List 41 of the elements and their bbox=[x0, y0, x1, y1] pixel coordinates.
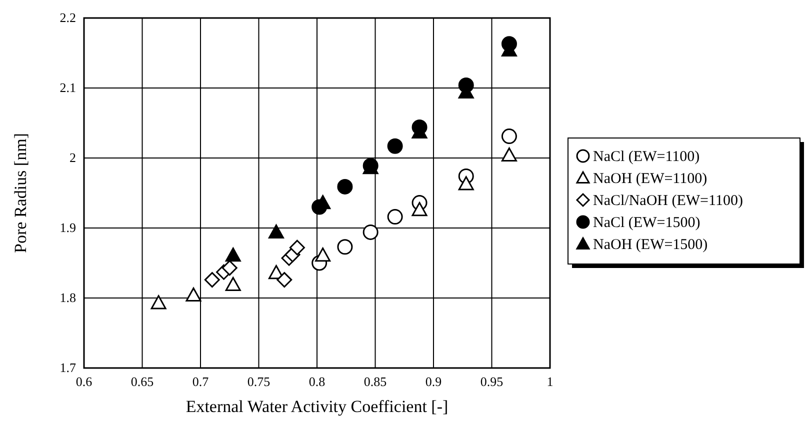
x-tick-label: 0.7 bbox=[192, 374, 210, 389]
x-tick-label: 1 bbox=[546, 374, 554, 389]
y-tick-label: 1.9 bbox=[60, 220, 76, 235]
legend-label: NaCl (EW=1500) bbox=[593, 215, 700, 231]
point bbox=[387, 138, 403, 154]
point bbox=[268, 224, 284, 239]
x-tick-label: 0.75 bbox=[247, 374, 270, 389]
y-tick-label: 2 bbox=[70, 150, 76, 165]
x-axis-title: External Water Activity Coefficient [-] bbox=[186, 397, 448, 416]
x-tick-label: 0.8 bbox=[308, 374, 326, 389]
point bbox=[186, 287, 202, 302]
point bbox=[225, 276, 241, 292]
legend-label: NaCl/NaOH (EW=1100) bbox=[593, 193, 743, 209]
point bbox=[337, 239, 353, 255]
x-tick-label: 0.9 bbox=[425, 374, 442, 389]
x-tick-label: 0.85 bbox=[364, 374, 387, 389]
point bbox=[225, 248, 241, 262]
point bbox=[362, 224, 378, 240]
point bbox=[337, 178, 353, 194]
y-tick-label: 2.2 bbox=[60, 10, 76, 25]
point bbox=[458, 176, 474, 190]
x-tick-label: 0.6 bbox=[76, 374, 93, 389]
point bbox=[289, 240, 305, 256]
y-tick-label: 2.1 bbox=[60, 80, 76, 95]
x-tick-label: 0.65 bbox=[130, 374, 154, 389]
point bbox=[315, 248, 331, 262]
legend-label: NaCl (EW=1100) bbox=[593, 149, 700, 165]
x-tick-label: 0.95 bbox=[480, 374, 504, 389]
point bbox=[387, 209, 403, 225]
legend-label: NaOH (EW=1500) bbox=[593, 237, 708, 253]
y-tick-label: 1.7 bbox=[60, 360, 76, 375]
point bbox=[501, 147, 517, 162]
point bbox=[222, 260, 238, 276]
y-axis-title: Pore Radius [nm] bbox=[11, 133, 30, 253]
point bbox=[204, 272, 220, 288]
point bbox=[412, 202, 428, 216]
y-tick-label: 1.8 bbox=[60, 290, 76, 305]
point bbox=[276, 272, 292, 288]
point bbox=[501, 128, 517, 144]
point bbox=[150, 295, 166, 310]
legend-label: NaOH (EW=1100) bbox=[593, 171, 708, 187]
